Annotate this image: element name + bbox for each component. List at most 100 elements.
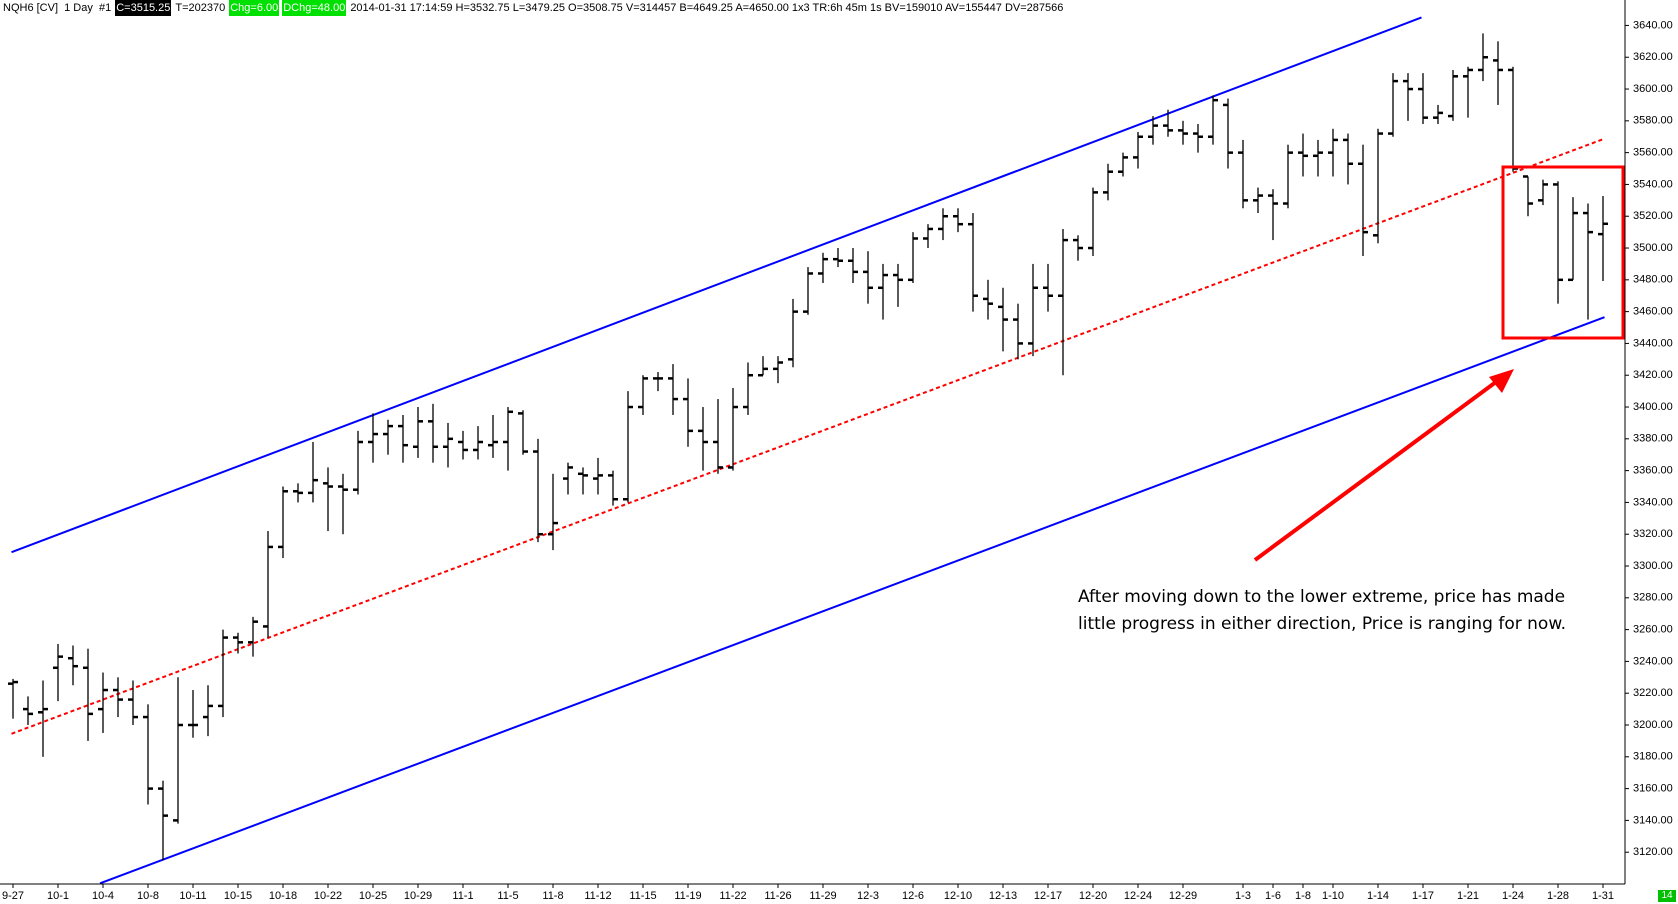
ohlc-bar: [878, 263, 888, 320]
ohlc-bar: [1463, 66, 1473, 118]
ohlc-bar: [413, 407, 423, 458]
ohlc-bar: [908, 232, 918, 284]
x-tick-label: 9-27: [2, 890, 24, 902]
ohlc-bar: [1583, 203, 1593, 320]
ohlc-bar: [323, 467, 333, 532]
y-tick-label: 3580.00: [1633, 115, 1673, 127]
x-tick-label: 11-15: [629, 890, 656, 902]
ohlc-bar: [533, 438, 543, 543]
ohlc-bar: [698, 407, 708, 471]
info-field: DChg=48.00: [282, 0, 347, 16]
y-tick-label: 3360.00: [1633, 465, 1673, 477]
x-tick-label: 12-6: [902, 890, 924, 902]
x-tick-label: 11-5: [497, 890, 518, 902]
ohlc-bar: [1193, 124, 1203, 153]
x-tick-label: 10-11: [179, 890, 206, 902]
ohlc-bar: [743, 362, 753, 415]
ohlc-bar: [98, 672, 108, 733]
ohlc-bar: [848, 248, 858, 284]
ohlc-bar: [113, 677, 123, 718]
ohlc-bar: [1208, 95, 1218, 145]
ohlc-bar: [638, 375, 648, 415]
x-tick-label: 1-24: [1502, 890, 1524, 902]
info-field: T=202370: [175, 2, 226, 14]
ohlc-bar: [1133, 131, 1143, 169]
info-bar: NQH6 [CV] 1 Day #1 C=3515.25 T=202370 Chg=6…: [2, 0, 1064, 16]
y-tick-label: 3180.00: [1633, 751, 1673, 763]
info-field: C=3515.25: [115, 0, 172, 16]
ohlc-bar: [383, 419, 393, 455]
x-tick-label: 1-31: [1592, 890, 1614, 902]
arrow-shaft: [1253, 377, 1502, 562]
ohlc-bar: [1448, 69, 1458, 121]
trendline: [99, 316, 1605, 884]
ohlc-bar: [1043, 263, 1053, 312]
trendline: [11, 16, 1422, 554]
ohlc-bar: [953, 208, 963, 233]
ohlc-bar: [833, 248, 843, 268]
ohlc-bar: [368, 413, 378, 463]
ohlc-bar: [968, 213, 978, 312]
x-tick-label: 10-15: [224, 890, 252, 902]
ohlc-bar: [788, 298, 798, 368]
ohlc-bar: [128, 680, 138, 726]
y-tick-label: 3600.00: [1633, 83, 1673, 95]
ohlc-bar: [1403, 73, 1413, 121]
info-field: Chg=6.00: [229, 0, 280, 16]
annotation-line: little progress in either direction, Pri…: [1078, 614, 1566, 634]
y-tick-label: 3240.00: [1633, 655, 1673, 667]
x-tick-label: 12-29: [1169, 890, 1197, 902]
y-tick-label: 3500.00: [1633, 242, 1673, 254]
ohlc-bar: [923, 224, 933, 249]
x-tick-label: 10-25: [359, 890, 387, 902]
ohlc-bar: [1298, 133, 1308, 177]
ohlc-bar: [1373, 128, 1383, 244]
y-tick-label: 3400.00: [1633, 401, 1673, 413]
ohlc-bar: [983, 279, 993, 320]
corner-label: 14: [1658, 890, 1676, 902]
ohlc-bar: [308, 442, 318, 503]
ohlc-bar: [503, 407, 513, 471]
ohlc-bar: [1058, 228, 1068, 376]
ohlc-bar: [1478, 33, 1488, 82]
ohlc-bar: [428, 403, 438, 463]
ohlc-bar: [1118, 152, 1128, 177]
ohlc-bar: [548, 473, 558, 551]
ohlc-bar: [938, 208, 948, 241]
ohlc-bar: [488, 414, 498, 458]
x-tick-label: 10-1: [47, 890, 69, 902]
ohlc-bar: [1523, 175, 1533, 217]
y-tick-label: 3440.00: [1633, 337, 1673, 349]
x-tick-label: 10-8: [137, 890, 159, 902]
ohlc-bar: [1148, 116, 1158, 145]
trendline: [11, 137, 1605, 735]
ohlc-bar: [683, 378, 693, 447]
ohlc-bar: [293, 483, 303, 503]
ohlc-bar: [1163, 109, 1173, 137]
y-tick-label: 3380.00: [1633, 433, 1673, 445]
info-field: 2014-01-31 17:14:59 H=3532.75 L=3479.25 …: [350, 2, 1064, 14]
ohlc-bar: [218, 629, 228, 718]
ohlc-bar: [563, 462, 573, 495]
ohlc-bar: [668, 364, 678, 415]
ohlc-bar: [8, 678, 18, 719]
ohlc-bar: [1433, 104, 1443, 125]
plot-area: [8, 16, 1608, 884]
ohlc-bar: [1223, 98, 1233, 169]
ohlc-bar: [23, 696, 33, 726]
y-tick-label: 3480.00: [1633, 274, 1673, 286]
ohlc-bar: [1283, 144, 1293, 209]
x-tick-label: 10-18: [269, 890, 297, 902]
ohlc-bar: [83, 648, 93, 741]
ohlc-bar: [1388, 73, 1398, 137]
ohlc-bar: [1598, 195, 1608, 282]
ohlc-bar: [338, 473, 348, 535]
x-tick-label: 12-3: [857, 890, 879, 902]
x-tick-label: 10-22: [314, 890, 342, 902]
y-tick-label: 3200.00: [1633, 719, 1673, 731]
ohlc-bar: [1493, 41, 1503, 105]
arrow-head: [1489, 369, 1514, 393]
y-tick-label: 3620.00: [1633, 51, 1673, 63]
